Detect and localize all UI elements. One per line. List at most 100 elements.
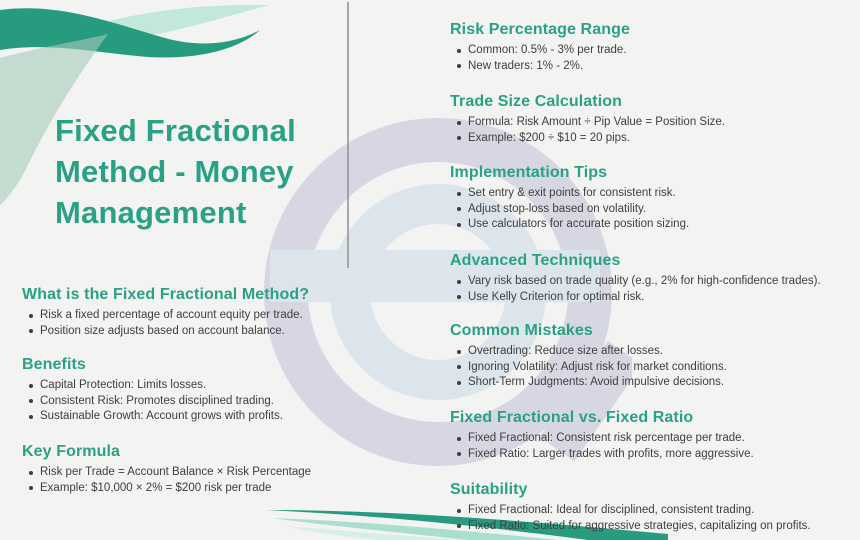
bullet-item: Sustainable Growth: Account grows with p… [22,409,434,425]
bullet-item: New traders: 1% - 2%. [450,59,852,75]
bullet-item: Vary risk based on trade quality (e.g., … [450,274,852,290]
bullet-text: Short-Term Judgments: Avoid impulsive de… [468,376,725,388]
bullet-list: Fixed Fractional: Consistent risk percen… [450,431,852,462]
section-fixed-fractional-vs-fixed-ratio: Fixed Fractional vs. Fixed Ratio Fixed Fr… [450,409,852,462]
bullet-item: Example: $10,000 × 2% = $200 risk per tr… [22,481,434,497]
bullet-text: Example: $200 ÷ $10 = 20 pips. [468,131,630,144]
bullet-text: Position size adjusts based on account b… [40,324,285,337]
section-benefits: Benefits Capital Protection: Limits losse… [22,356,434,425]
bullet-text: Fixed Ratio: Suited for aggressive strat… [468,519,811,532]
bullet-item: Fixed Fractional: Ideal for disciplined,… [450,503,852,519]
bullet-text: Example: $10,000 × 2% = $200 risk per tr… [40,481,272,494]
bullet-text: Consistent Risk: Promotes disciplined tr… [40,394,274,407]
column-divider [347,2,349,268]
bullet-dot-icon [29,313,33,318]
bullet-dot-icon [457,365,461,369]
bullet-text: Risk per Trade = Account Balance × Risk … [40,466,312,478]
section-heading: Suitability [450,481,528,498]
bullet-dot-icon [457,222,461,227]
bullet-item: Short-Term Judgments: Avoid impulsive de… [450,375,852,391]
bullet-dot-icon [457,207,461,211]
bullet-text: Fixed Fractional: Consistent risk percen… [468,432,745,444]
section-heading: Advanced Techniques [450,252,621,269]
bullet-list: Vary risk based on trade quality (e.g., … [450,274,852,305]
bullet-text: Capital Protection: Limits losses. [40,379,207,391]
bullet-dot-icon [457,295,461,299]
bullet-text: Common: 0.5% - 3% per trade. [468,44,627,56]
section-advanced-techniques: Advanced Techniques Vary risk based on tr… [450,252,852,305]
bullet-item: Common: 0.5% - 3% per trade. [450,43,852,59]
bullet-dot-icon [457,279,461,284]
bullet-dot-icon [457,120,461,125]
bullet-list: Risk a fixed percentage of account equit… [22,308,434,339]
section-heading: Implementation Tips [450,164,608,181]
bullet-list: Set entry & exit points for consistent r… [450,186,852,233]
bullet-dot-icon [29,329,33,333]
section-heading: Fixed Fractional vs. Fixed Ratio [450,409,694,426]
bullet-text: Use calculators for accurate position si… [468,218,690,230]
bullet-text: Sustainable Growth: Account grows with p… [40,410,283,422]
bullet-item: Fixed Ratio: Larger trades with profits,… [450,447,852,463]
bullet-dot-icon [29,470,33,475]
bullet-item: Overtrading: Reduce size after losses. [450,344,852,360]
section-common-mistakes: Common Mistakes Overtrading: Reduce size … [450,322,852,391]
bullet-item: Capital Protection: Limits losses. [22,378,434,394]
bullet-dot-icon [29,486,33,490]
bullet-text: Vary risk based on trade quality (e.g., … [468,275,821,287]
bullet-item: Position size adjusts based on account b… [22,324,434,340]
bullet-item: Use Kelly Criterion for optimal risk. [450,290,852,306]
bullet-dot-icon [457,136,461,140]
bullet-dot-icon [457,380,461,385]
bullet-text: Use Kelly Criterion for optimal risk. [468,290,645,303]
bullet-text: Fixed Ratio: Larger trades with profits,… [468,447,754,460]
bullet-text: Formula: Risk Amount ÷ Pip Value = Posit… [468,116,725,128]
right-column: Risk Percentage Range Common: 0.5% - 3% p… [450,0,852,540]
bullet-item: Use calculators for accurate position si… [450,217,852,233]
bullet-item: Formula: Risk Amount ÷ Pip Value = Posit… [450,115,852,131]
bullet-dot-icon [29,399,33,403]
bullet-item: Risk per Trade = Account Balance × Risk … [22,465,434,481]
bullet-dot-icon [457,64,461,68]
bullet-text: New traders: 1% - 2%. [468,59,584,72]
bullet-item: Fixed Ratio: Suited for aggressive strat… [450,519,852,535]
bullet-item: Risk a fixed percentage of account equit… [22,308,434,324]
section-heading: Common Mistakes [450,322,593,339]
section-suitability: Suitability Fixed Fractional: Ideal for d… [450,481,852,534]
bullet-item: Ignoring Volatility: Adjust risk for mar… [450,360,852,376]
bullet-dot-icon [457,191,461,196]
bullet-list: Formula: Risk Amount ÷ Pip Value = Posit… [450,115,852,146]
section-heading: Trade Size Calculation [450,93,623,110]
bullet-item: Adjust stop-loss based on volatility. [450,202,852,218]
bullet-text: Ignoring Volatility: Adjust risk for mar… [468,360,727,373]
bullet-list: Fixed Fractional: Ideal for disciplined,… [450,503,852,534]
bullet-text: Fixed Fractional: Ideal for disciplined,… [468,504,755,516]
section-heading: Risk Percentage Range [450,21,630,38]
bullet-item: Example: $200 ÷ $10 = 20 pips. [450,131,852,147]
bullet-dot-icon [457,452,461,456]
bullet-text: Overtrading: Reduce size after losses. [468,345,663,357]
bullet-list: Capital Protection: Limits losses. Consis… [22,378,434,425]
section-implementation-tips: Implementation Tips Set entry & exit poin… [450,164,852,233]
bullet-dot-icon [29,383,33,388]
section-key-formula: Key Formula Risk per Trade = Account Bala… [22,443,434,496]
bullet-dot-icon [457,349,461,354]
section-risk-percentage-range: Risk Percentage Range Common: 0.5% - 3% p… [450,21,852,74]
bullet-dot-icon [457,436,461,441]
section-heading: What is the Fixed Fractional Method? [22,286,310,303]
bullet-text: Risk a fixed percentage of account equit… [40,309,303,321]
section-trade-size-calculation: Trade Size Calculation Formula: Risk Amou… [450,93,852,146]
section-what-is-the-fixed-fractional-method: What is the Fixed Fractional Method? Risk… [22,286,434,339]
section-heading: Key Formula [22,443,121,460]
bullet-dot-icon [457,508,461,513]
bullet-dot-icon [29,414,33,419]
bullet-text: Set entry & exit points for consistent r… [468,187,676,199]
section-heading: Benefits [22,356,86,373]
bullet-list: Overtrading: Reduce size after losses. Ig… [450,344,852,391]
bullet-dot-icon [457,48,461,53]
bullet-item: Consistent Risk: Promotes disciplined tr… [22,394,434,410]
bullet-list: Common: 0.5% - 3% per trade. New traders:… [450,43,852,74]
bullet-text: Adjust stop-loss based on volatility. [468,202,647,215]
bullet-list: Risk per Trade = Account Balance × Risk … [22,465,434,496]
bullet-item: Set entry & exit points for consistent r… [450,186,852,202]
